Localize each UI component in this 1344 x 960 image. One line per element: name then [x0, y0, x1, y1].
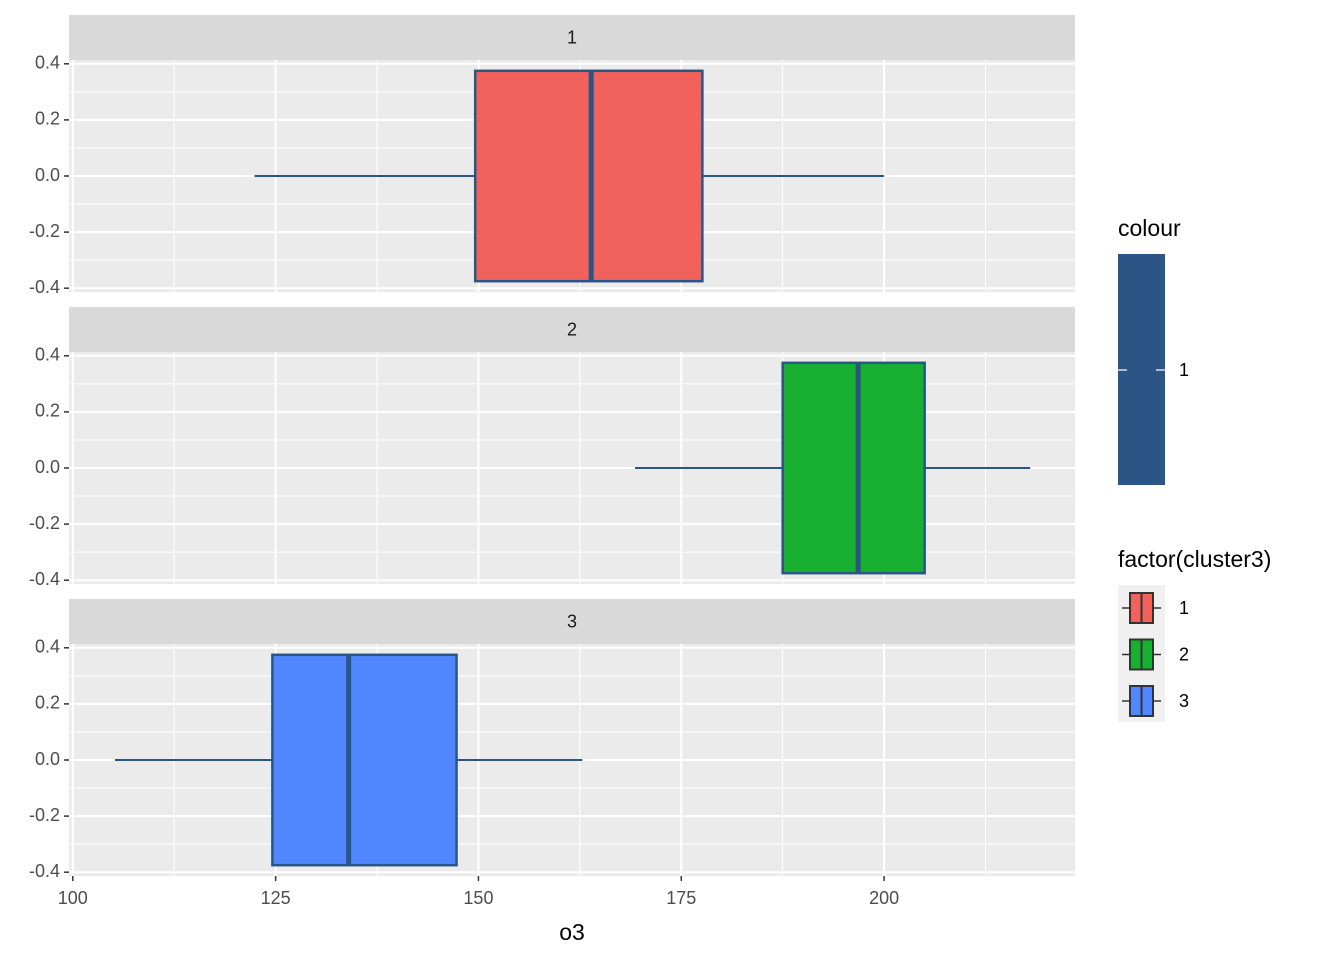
- y-tick-label: -0.2: [29, 513, 60, 533]
- facet-strip-label: 3: [567, 611, 577, 631]
- legend: colour 1 factor(cluster3) 1 2 3: [1118, 215, 1271, 722]
- facet-panel-3: 3 0.4 0.2 0.0 -0.2 -0.4: [29, 599, 1075, 881]
- x-tick-label: 150: [463, 888, 493, 908]
- facet-panel-2: 2 0.4 0.2 0.0 -0.2 -0.4: [29, 307, 1075, 589]
- fill-legend-label: 3: [1179, 691, 1189, 711]
- y-tick-label: 0.0: [35, 165, 60, 185]
- y-tick-label: -0.2: [29, 221, 60, 241]
- facet-strip-label: 2: [567, 319, 577, 339]
- x-tick-label: 175: [666, 888, 696, 908]
- box-iqr-3: [271, 653, 458, 867]
- fill-legend-label: 1: [1179, 598, 1189, 618]
- y-tick-label: 0.2: [35, 109, 60, 129]
- facet-panels: 1 0.4 0.2 0.0 -0.2 -0.4 2 0.4 0.2 0.0 -0.2 -0.4 3 0.4…: [29, 15, 1075, 881]
- fill-legend-keys: 1 2 3: [1118, 585, 1189, 722]
- facet-strip-3: [69, 599, 1075, 644]
- colour-legend-label: 1: [1179, 360, 1189, 380]
- y-tick-label: 0.4: [35, 53, 60, 73]
- facet-panel-1: 1 0.4 0.2 0.0 -0.2 -0.4: [29, 15, 1075, 297]
- y-tick-label: 0.0: [35, 749, 60, 769]
- fill-legend-key-3: 3: [1122, 685, 1189, 717]
- y-tick-label: -0.4: [29, 861, 60, 881]
- x-tick-label: 125: [261, 888, 291, 908]
- fill-legend-title: factor(cluster3): [1118, 546, 1271, 572]
- box-iqr-2: [781, 361, 926, 575]
- y-tick-label: -0.2: [29, 805, 60, 825]
- y-tick-label: -0.4: [29, 277, 60, 297]
- x-axis-title: o3: [559, 919, 585, 945]
- y-tick-label: 0.2: [35, 401, 60, 421]
- x-tick-label: 200: [869, 888, 899, 908]
- y-tick-label: 0.2: [35, 693, 60, 713]
- x-tick-label: 100: [58, 888, 88, 908]
- facet-strip-1: [69, 15, 1075, 60]
- y-tick-label: -0.4: [29, 569, 60, 589]
- fill-legend-label: 2: [1179, 644, 1189, 664]
- fill-legend-key-1: 1: [1122, 592, 1189, 624]
- y-tick-label: 0.4: [35, 345, 60, 365]
- facet-strip-2: [69, 307, 1075, 352]
- y-tick-label: 0.4: [35, 637, 60, 657]
- y-tick-label: 0.0: [35, 457, 60, 477]
- x-axis: 100 125 150 175 200: [58, 876, 899, 908]
- colour-legend-title: colour: [1118, 215, 1181, 241]
- fill-legend-key-2: 2: [1122, 638, 1189, 671]
- facet-strip-label: 1: [567, 27, 577, 47]
